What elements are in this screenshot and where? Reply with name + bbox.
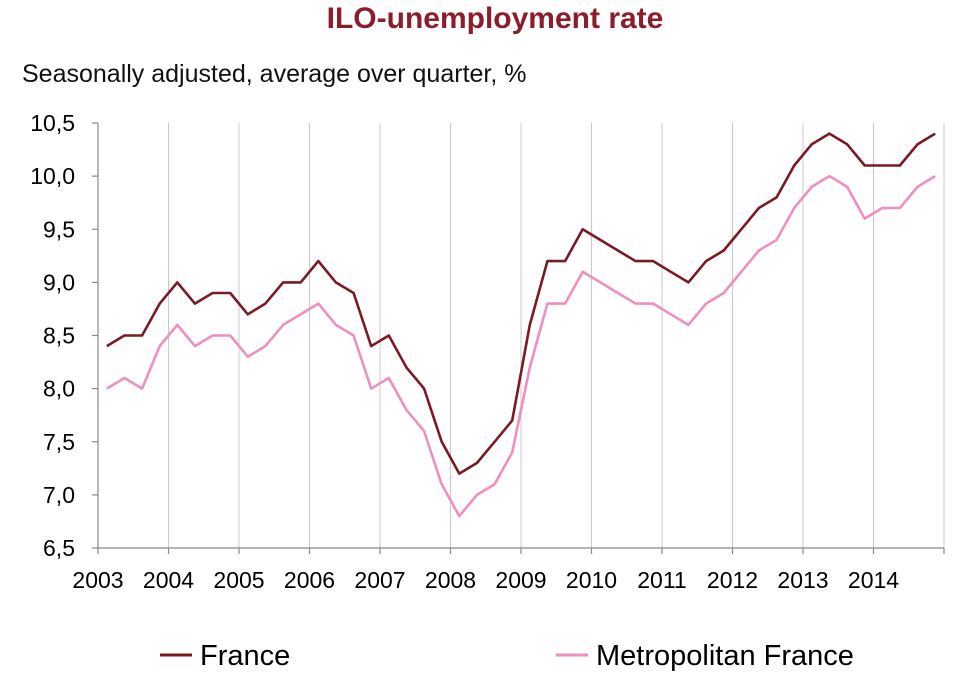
x-tick-label: 2011 xyxy=(637,567,686,593)
y-tick-label: 7,5 xyxy=(43,429,75,455)
y-tick-label: 10,5 xyxy=(30,110,75,136)
x-tick-labels: 2003 2004 2005 2006 2007 2008 2009 2010 2011 2012… xyxy=(72,567,899,593)
series-line-france xyxy=(106,132,936,475)
x-tick-label: 2010 xyxy=(566,567,617,593)
y-tick-label: 9,5 xyxy=(43,216,75,242)
x-tick-label: 2006 xyxy=(284,567,335,593)
y-tick-label: 8,0 xyxy=(43,376,75,402)
chart-subtitle: Seasonally adjusted, average over quarte… xyxy=(22,60,527,88)
x-tick-label: 2007 xyxy=(354,567,405,593)
legend-label: Metropolitan France xyxy=(596,640,854,672)
x-tick-label: 2009 xyxy=(495,567,546,593)
y-tick-labels: 6,5 7,0 7,5 8,0 8,5 9,0 9,5 10,0 10,5 xyxy=(30,110,75,561)
x-tick-label: 2013 xyxy=(777,567,828,593)
y-tick-label: 8,5 xyxy=(43,323,75,349)
legend-label: France xyxy=(200,640,290,672)
x-tick-label: 2004 xyxy=(143,567,194,593)
series-line-metropolitan-france xyxy=(106,174,936,518)
x-tick-label: 2003 xyxy=(72,567,123,593)
x-tick-label: 2005 xyxy=(213,567,264,593)
grid-lines xyxy=(168,123,945,548)
legend: France Metropolitan France xyxy=(160,640,854,672)
x-tick-label: 2008 xyxy=(425,567,476,593)
y-tick-label: 6,5 xyxy=(43,535,75,561)
chart-title: ILO-unemployment rate xyxy=(326,2,664,35)
y-tick-label: 7,0 xyxy=(43,482,75,508)
x-tick-label: 2014 xyxy=(848,567,899,593)
y-tick-label: 10,0 xyxy=(30,163,75,189)
x-tick-label: 2012 xyxy=(707,567,758,593)
series-lines xyxy=(106,132,936,518)
y-tick-label: 9,0 xyxy=(43,269,75,295)
axes xyxy=(92,122,945,554)
